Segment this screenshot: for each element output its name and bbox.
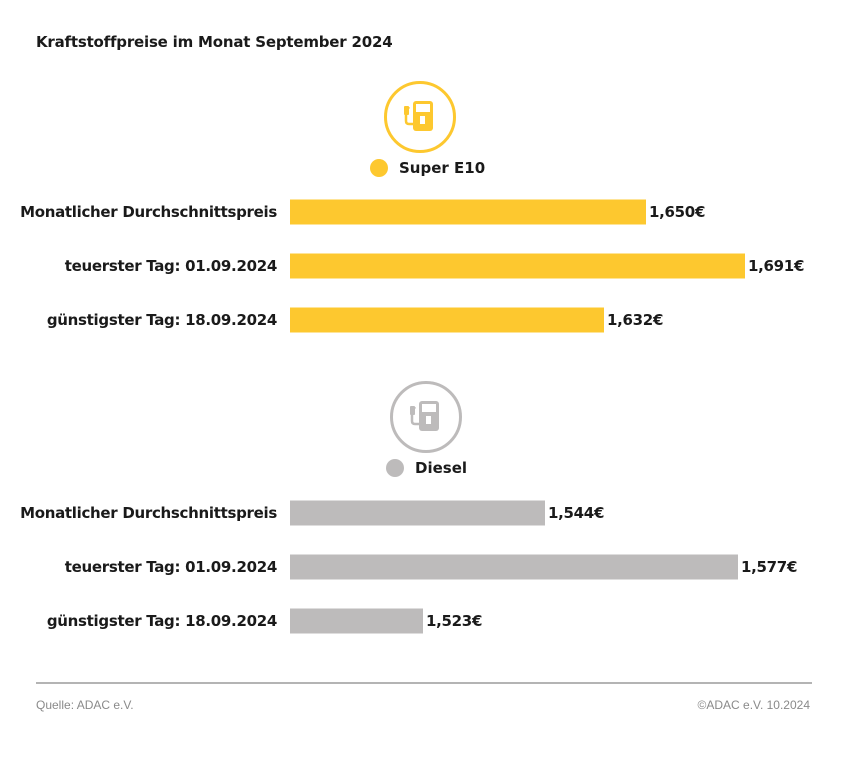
bar-value-label: 1,632€ [607, 311, 664, 329]
legend-dot-diesel [386, 459, 404, 477]
legend-label: Diesel [415, 459, 468, 477]
bar-value-label: 1,544€ [548, 504, 605, 522]
fuel-pump-icon [390, 381, 462, 453]
bar-value-label: 1,577€ [741, 558, 798, 576]
bar-diesel [290, 554, 738, 580]
chart-title: Kraftstoffpreise im Monat September 2024 [36, 33, 393, 51]
row-label: Monatlicher Durchschnittspreis [20, 203, 277, 221]
row-label: teuerster Tag: 01.09.2024 [64, 257, 278, 275]
bar-super-e10 [290, 253, 745, 279]
fuel-pump-icon [384, 81, 456, 153]
source-note: Quelle: ADAC e.V. [36, 698, 134, 712]
legend-dot-super-e10 [370, 159, 388, 177]
bar-super-e10 [290, 199, 646, 225]
row-label: günstigster Tag: 18.09.2024 [46, 311, 277, 329]
legend-label: Super E10 [399, 159, 486, 177]
bar-diesel [290, 608, 423, 634]
row-label: günstigster Tag: 18.09.2024 [46, 612, 277, 630]
footer-divider [36, 682, 812, 684]
copyright-note: ©ADAC e.V. 10.2024 [697, 698, 810, 712]
bar-value-label: 1,650€ [649, 203, 706, 221]
bar-value-label: 1,523€ [426, 612, 483, 630]
row-label: Monatlicher Durchschnittspreis [20, 504, 277, 522]
bar-diesel [290, 500, 545, 526]
bar-super-e10 [290, 307, 604, 333]
bar-value-label: 1,691€ [748, 257, 805, 275]
legend-diesel: Diesel [386, 459, 467, 477]
row-label: teuerster Tag: 01.09.2024 [64, 558, 278, 576]
legend-super-e10: Super E10 [370, 159, 485, 177]
